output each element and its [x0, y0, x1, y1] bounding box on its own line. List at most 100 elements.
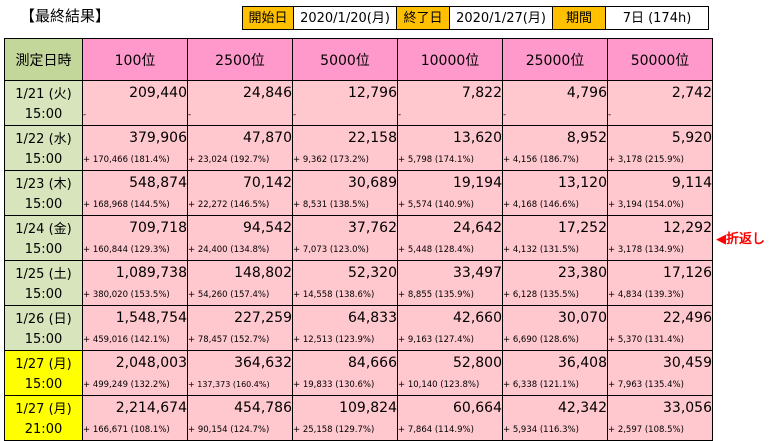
header-rank-25000: 25000位	[502, 38, 608, 81]
cell-diff: + 499,249 (132.2%)	[82, 374, 188, 396]
row-date: 1/25 (土)	[4, 260, 83, 285]
cell-diff: + 2,597 (108.5%)	[607, 419, 713, 441]
cell-diff: + 8,531 (138.5%)	[292, 194, 398, 216]
header-rank-100: 100位	[82, 38, 188, 81]
results-table: 測定日時 100位 2500位 5000位 10000位 25000位 5000…	[4, 38, 713, 441]
cell-value: 17,126	[607, 260, 713, 285]
start-date-value: 2020/1/20(月)	[293, 6, 397, 30]
cell-value: 8,952	[502, 125, 608, 150]
cell-diff: + 3,178 (215.9%)	[607, 149, 713, 171]
cell-diff: + 168,968 (144.5%)	[82, 194, 188, 216]
turnaround-note: ◀折返し	[716, 232, 765, 247]
cell-value: 33,056	[607, 395, 713, 420]
page-title: 【最終結果】	[20, 7, 111, 25]
cell-diff: + 6,690 (128.6%)	[502, 329, 608, 351]
cell-diff: + 14,558 (138.6%)	[292, 284, 398, 306]
table-row: 1/24 (金) 709,718 94,542 37,762 24,642 17,252 1…	[4, 215, 713, 240]
cell-value: 13,620	[397, 125, 503, 150]
header-rank-2500: 2500位	[187, 38, 293, 81]
table-header-row: 測定日時 100位 2500位 5000位 10000位 25000位 5000…	[4, 38, 713, 81]
header-datetime: 測定日時	[4, 38, 83, 81]
cell-value: 227,259	[187, 305, 293, 330]
cell-value: 84,666	[292, 350, 398, 375]
cell-diff: + 4,834 (139.3%)	[607, 284, 713, 306]
cell-diff: + 25,158 (129.7%)	[292, 419, 398, 441]
cell-value: 30,070	[502, 305, 608, 330]
cell-value: 4,796	[502, 80, 608, 105]
cell-diff: + 23,024 (192.7%)	[187, 149, 293, 171]
row-time: 15:00	[4, 194, 83, 216]
cell-value: 24,846	[187, 80, 293, 105]
cell-value: 17,252	[502, 215, 608, 240]
cell-value: 364,632	[187, 350, 293, 375]
header-rank-10000: 10000位	[397, 38, 503, 81]
cell-value: 70,142	[187, 170, 293, 195]
table-row-sub: 15:00 + 170,466 (181.4%) + 23,024 (192.7%)…	[4, 149, 713, 171]
cell-value: 7,822	[397, 80, 503, 105]
period-label: 期間	[552, 6, 606, 30]
table-row-sub: 15:00- - - - - -	[4, 104, 713, 126]
cell-diff: + 4,168 (146.6%)	[502, 194, 608, 216]
row-date: 1/22 (水)	[4, 125, 83, 150]
end-date-label: 終了日	[396, 6, 450, 30]
start-date-label: 開始日	[242, 6, 294, 30]
row-time: 15:00	[4, 284, 83, 306]
cell-value: 548,874	[82, 170, 188, 195]
cell-value: 148,802	[187, 260, 293, 285]
cell-diff: + 7,864 (114.9%)	[397, 419, 503, 441]
cell-diff: + 19,833 (130.6%)	[292, 374, 398, 396]
cell-value: 2,742	[607, 80, 713, 105]
cell-diff: + 10,140 (123.8%)	[397, 374, 503, 396]
header-rank-50000: 50000位	[607, 38, 713, 81]
cell-value: 13,120	[502, 170, 608, 195]
cell-value: 36,408	[502, 350, 608, 375]
cell-diff: + 6,338 (121.1%)	[502, 374, 608, 396]
row-date: 1/21 (火)	[4, 80, 83, 105]
cell-diff: -	[292, 104, 398, 126]
cell-diff: -	[82, 104, 188, 126]
cell-value: 42,660	[397, 305, 503, 330]
cell-value: 30,459	[607, 350, 713, 375]
cell-value: 5,920	[607, 125, 713, 150]
cell-diff: + 5,370 (131.4%)	[607, 329, 713, 351]
cell-diff: + 7,073 (123.0%)	[292, 239, 398, 261]
table-row: 1/26 (日) 1,548,754 227,259 64,833 42,660 30,0…	[4, 305, 713, 330]
cell-diff: + 90,154 (124.7%)	[187, 419, 293, 441]
cell-diff: + 8,855 (135.9%)	[397, 284, 503, 306]
table-row-sub: 15:00 + 168,968 (144.5%) + 22,272 (146.5%)…	[4, 194, 713, 216]
cell-diff: + 4,156 (186.7%)	[502, 149, 608, 171]
cell-value: 209,440	[82, 80, 188, 105]
cell-value: 9,114	[607, 170, 713, 195]
row-date: 1/27 (月)	[4, 350, 83, 375]
table-row: 1/23 (木) 548,874 70,142 30,689 19,194 13,120 9…	[4, 170, 713, 195]
cell-value: 2,214,674	[82, 395, 188, 420]
cell-diff: + 78,457 (152.7%)	[187, 329, 293, 351]
cell-value: 23,380	[502, 260, 608, 285]
cell-diff: -	[607, 104, 713, 126]
end-date-value: 2020/1/27(月)	[449, 6, 553, 30]
row-date: 1/27 (月)	[4, 395, 83, 420]
cell-diff: + 9,163 (127.4%)	[397, 329, 503, 351]
cell-diff: + 12,513 (123.9%)	[292, 329, 398, 351]
table-row: 1/21 (火) 209,440 24,846 12,796 7,822 4,796 2,7…	[4, 80, 713, 105]
table-row: 1/25 (土) 1,089,738 148,802 52,320 33,497 23,3…	[4, 260, 713, 285]
cell-value: 24,642	[397, 215, 503, 240]
cell-value: 19,194	[397, 170, 503, 195]
cell-diff: + 6,128 (135.5%)	[502, 284, 608, 306]
cell-diff: + 24,400 (134.8%)	[187, 239, 293, 261]
cell-diff: + 3,178 (134.9%)	[607, 239, 713, 261]
cell-diff: + 3,194 (154.0%)	[607, 194, 713, 216]
table-row-sub: 15:00 + 499,249 (132.2%) + 137,373 (160.4%…	[4, 374, 713, 396]
row-date: 1/26 (日)	[4, 305, 83, 330]
cell-diff: -	[187, 104, 293, 126]
cell-diff: -	[502, 104, 608, 126]
cell-diff: + 170,466 (181.4%)	[82, 149, 188, 171]
cell-value: 37,762	[292, 215, 398, 240]
cell-diff: + 5,574 (140.9%)	[397, 194, 503, 216]
table-body: 1/21 (火) 209,440 24,846 12,796 7,822 4,796 2,7…	[4, 80, 713, 441]
cell-diff: + 160,844 (129.3%)	[82, 239, 188, 261]
cell-value: 2,048,003	[82, 350, 188, 375]
cell-value: 30,689	[292, 170, 398, 195]
cell-value: 22,496	[607, 305, 713, 330]
cell-value: 94,542	[187, 215, 293, 240]
